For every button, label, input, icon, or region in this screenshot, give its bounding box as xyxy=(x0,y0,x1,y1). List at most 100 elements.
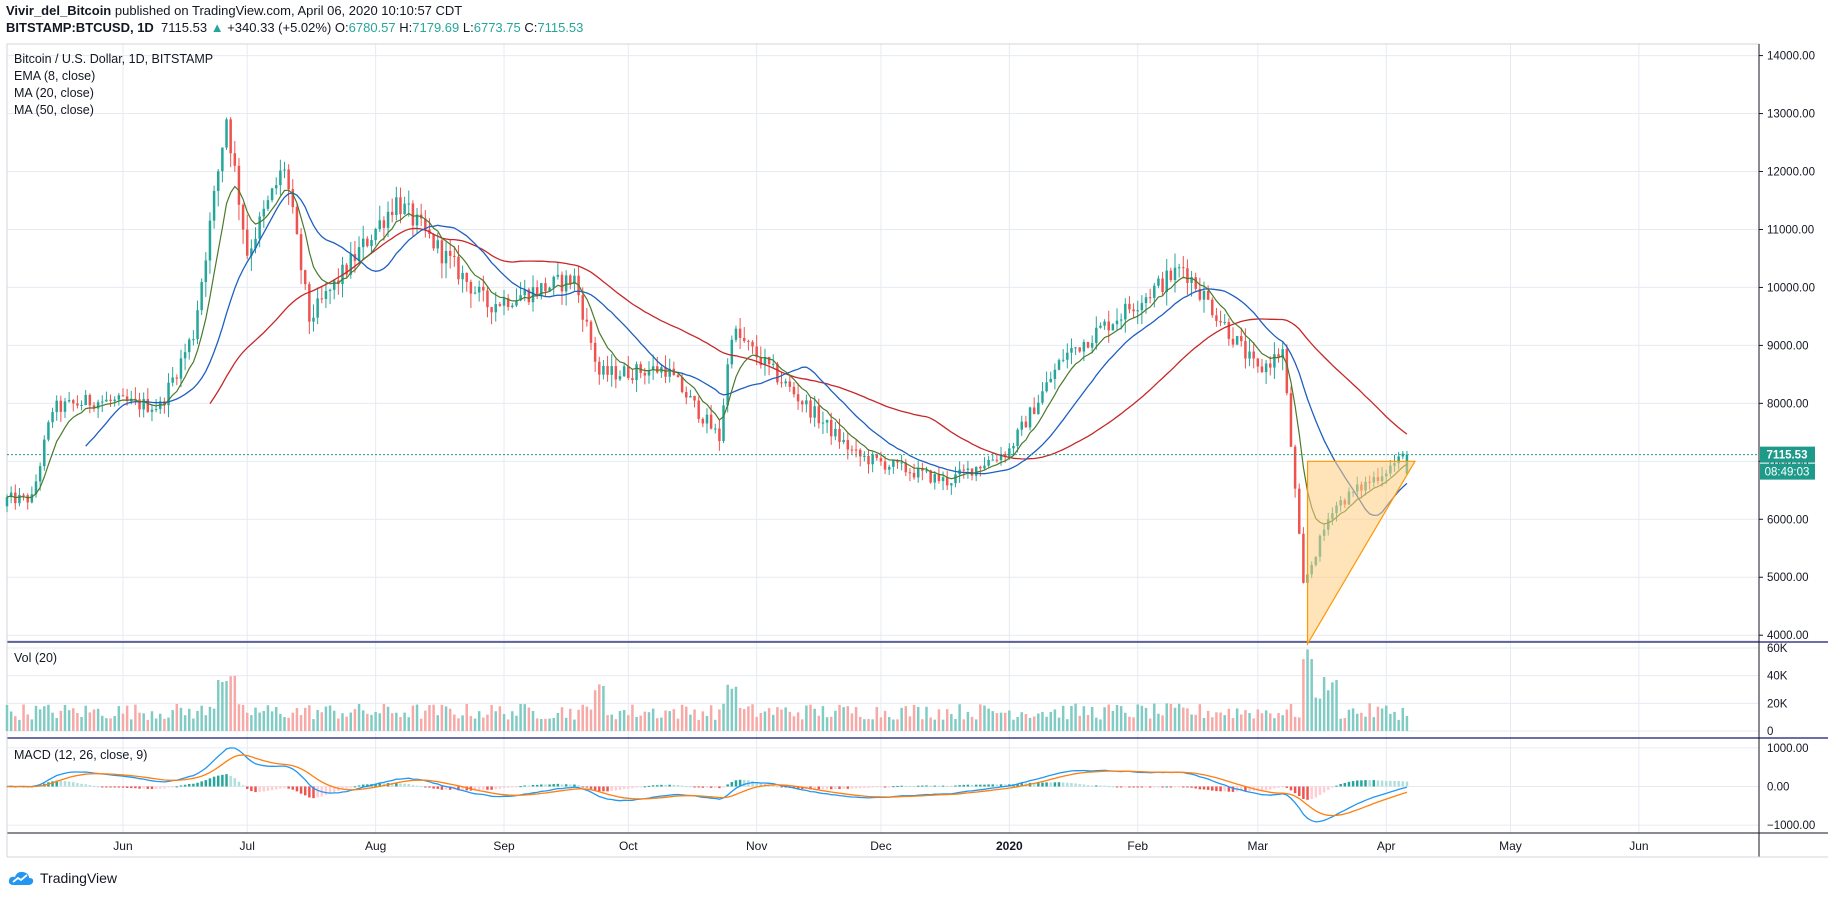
candle[interactable] xyxy=(1302,527,1305,584)
volume-bar[interactable] xyxy=(92,709,96,731)
volume-bar[interactable] xyxy=(498,706,502,731)
candle[interactable] xyxy=(1012,442,1015,455)
volume-bar[interactable] xyxy=(1119,706,1123,731)
volume-bar[interactable] xyxy=(440,704,444,731)
macd-histogram-bar[interactable] xyxy=(465,786,468,791)
volume-bar[interactable] xyxy=(1115,705,1119,731)
volume-bar[interactable] xyxy=(908,716,912,731)
candle[interactable] xyxy=(950,482,953,495)
macd-histogram-bar[interactable] xyxy=(871,786,874,788)
volume-bar[interactable] xyxy=(614,719,618,731)
volume-bar[interactable] xyxy=(896,719,899,731)
macd-histogram-bar[interactable] xyxy=(316,786,319,798)
macd-histogram-bar[interactable] xyxy=(200,781,203,787)
macd-histogram-bar[interactable] xyxy=(349,786,353,788)
macd-histogram-bar[interactable] xyxy=(622,786,626,790)
macd-histogram-bar[interactable] xyxy=(759,783,763,787)
volume-bar[interactable] xyxy=(386,706,390,731)
macd-histogram-bar[interactable] xyxy=(266,786,270,791)
macd-histogram-bar[interactable] xyxy=(415,785,419,787)
candle[interactable] xyxy=(618,370,622,382)
macd-histogram-bar[interactable] xyxy=(1082,784,1086,787)
volume-bar[interactable] xyxy=(705,715,709,731)
volume-bar[interactable] xyxy=(1057,717,1061,731)
macd-histogram-bar[interactable] xyxy=(76,783,79,787)
volume-bar[interactable] xyxy=(324,706,328,731)
candle[interactable] xyxy=(1240,327,1243,347)
volume-bar[interactable] xyxy=(979,704,982,731)
macd-histogram-bar[interactable] xyxy=(569,784,572,787)
volume-bar[interactable] xyxy=(254,707,257,731)
candle[interactable] xyxy=(871,451,874,473)
volume-bar[interactable] xyxy=(1310,659,1313,731)
candle[interactable] xyxy=(382,216,386,241)
macd-histogram-bar[interactable] xyxy=(477,786,481,790)
volume-bar[interactable] xyxy=(858,716,862,731)
volume-bar[interactable] xyxy=(987,708,990,731)
volume-bar[interactable] xyxy=(43,706,46,731)
macd-histogram-bar[interactable] xyxy=(817,786,821,790)
volume-bar[interactable] xyxy=(1177,703,1181,731)
macd-histogram-bar[interactable] xyxy=(1206,786,1210,790)
macd-legend[interactable]: MACD (12, 26, close, 9) xyxy=(14,748,148,762)
candle[interactable] xyxy=(1198,277,1202,302)
volume-bar[interactable] xyxy=(875,706,879,731)
volume-bar[interactable] xyxy=(51,712,54,731)
candle[interactable] xyxy=(556,263,560,280)
volume-bar[interactable] xyxy=(59,710,63,731)
macd-histogram-bar[interactable] xyxy=(96,786,100,788)
candle[interactable] xyxy=(167,373,170,418)
candle[interactable] xyxy=(892,459,895,474)
macd-histogram-bar[interactable] xyxy=(651,785,655,787)
macd-histogram-bar[interactable] xyxy=(1140,786,1144,788)
volume-bar[interactable] xyxy=(755,716,758,731)
volume-bar[interactable] xyxy=(1351,708,1355,731)
candle[interactable] xyxy=(1215,307,1218,327)
volume-bar[interactable] xyxy=(813,708,816,731)
candle[interactable] xyxy=(386,201,390,238)
macd-histogram-bar[interactable] xyxy=(457,786,460,791)
candle[interactable] xyxy=(937,467,941,484)
macd-histogram-bar[interactable] xyxy=(1376,780,1380,787)
macd-histogram-bar[interactable] xyxy=(577,785,580,787)
macd-histogram-bar[interactable] xyxy=(511,786,514,788)
volume-bar[interactable] xyxy=(382,704,386,731)
macd-histogram-bar[interactable] xyxy=(461,786,464,791)
candle[interactable] xyxy=(196,300,199,345)
candle[interactable] xyxy=(622,362,626,378)
macd-histogram-bar[interactable] xyxy=(825,786,829,789)
candle[interactable] xyxy=(233,141,237,172)
macd-histogram-bar[interactable] xyxy=(858,786,862,789)
candle[interactable] xyxy=(1177,263,1181,278)
macd-histogram-bar[interactable] xyxy=(51,781,54,787)
candle[interactable] xyxy=(1066,343,1069,369)
candle[interactable] xyxy=(457,244,460,285)
volume-bar[interactable] xyxy=(589,709,593,731)
macd-histogram-bar[interactable] xyxy=(283,786,286,789)
volume-bar[interactable] xyxy=(1364,716,1367,731)
candle[interactable] xyxy=(461,265,464,293)
volume-bar[interactable] xyxy=(34,705,38,731)
macd-histogram-bar[interactable] xyxy=(254,786,257,793)
macd-histogram-bar[interactable] xyxy=(395,782,398,787)
candle[interactable] xyxy=(92,402,96,412)
volume-bar[interactable] xyxy=(1153,703,1156,731)
volume-bar[interactable] xyxy=(627,715,630,731)
candle[interactable] xyxy=(751,340,754,354)
candle[interactable] xyxy=(598,356,601,385)
candle[interactable] xyxy=(101,395,104,413)
candle[interactable] xyxy=(821,411,825,435)
candle[interactable] xyxy=(303,269,307,291)
candle[interactable] xyxy=(1099,322,1102,329)
candle[interactable] xyxy=(5,494,9,513)
volume-bar[interactable] xyxy=(958,704,961,731)
volume-bar[interactable] xyxy=(370,714,373,731)
macd-histogram-bar[interactable] xyxy=(693,786,696,788)
macd-histogram-bar[interactable] xyxy=(614,786,618,791)
volume-bar[interactable] xyxy=(954,718,957,731)
candle[interactable] xyxy=(552,275,555,296)
volume-bar[interactable] xyxy=(668,711,671,731)
macd-histogram-bar[interactable] xyxy=(1281,786,1284,788)
candle[interactable] xyxy=(84,389,87,406)
macd-histogram-bar[interactable] xyxy=(498,786,502,789)
